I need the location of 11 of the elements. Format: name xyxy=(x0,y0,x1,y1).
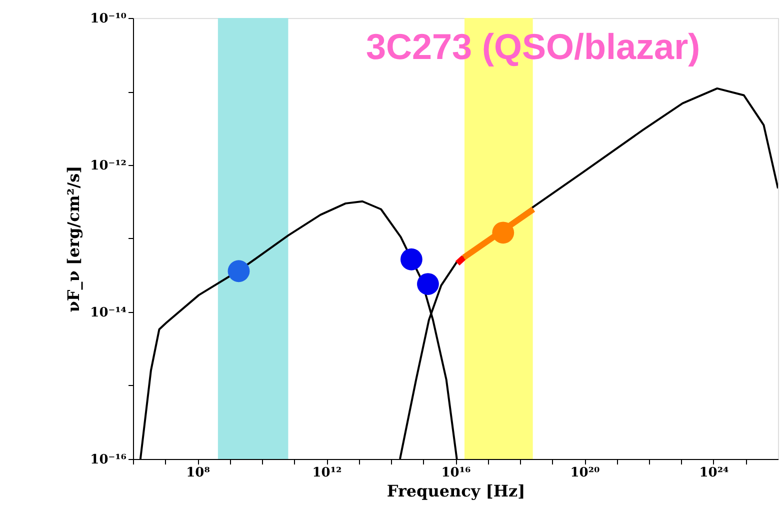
x-tick-label: 10²⁰ xyxy=(570,466,600,480)
y-tick-label: 10⁻¹⁰ xyxy=(90,12,127,26)
y-axis-title: νF_ν [erg/cm²/s] xyxy=(64,166,84,312)
x-tick-label: 10¹² xyxy=(312,466,342,480)
y-tick-label: 10⁻¹² xyxy=(90,158,126,174)
x-tick-label: 10¹⁶ xyxy=(441,466,472,480)
y-tick-label: 10⁻¹⁴ xyxy=(90,306,127,320)
x-tick-label: 10²⁴ xyxy=(699,466,730,480)
x-axis-title: Frequency [Hz] xyxy=(386,482,526,500)
y-tick-label: 10⁻¹⁶ xyxy=(90,452,127,468)
x-tick-label: 10⁸ xyxy=(186,466,210,480)
